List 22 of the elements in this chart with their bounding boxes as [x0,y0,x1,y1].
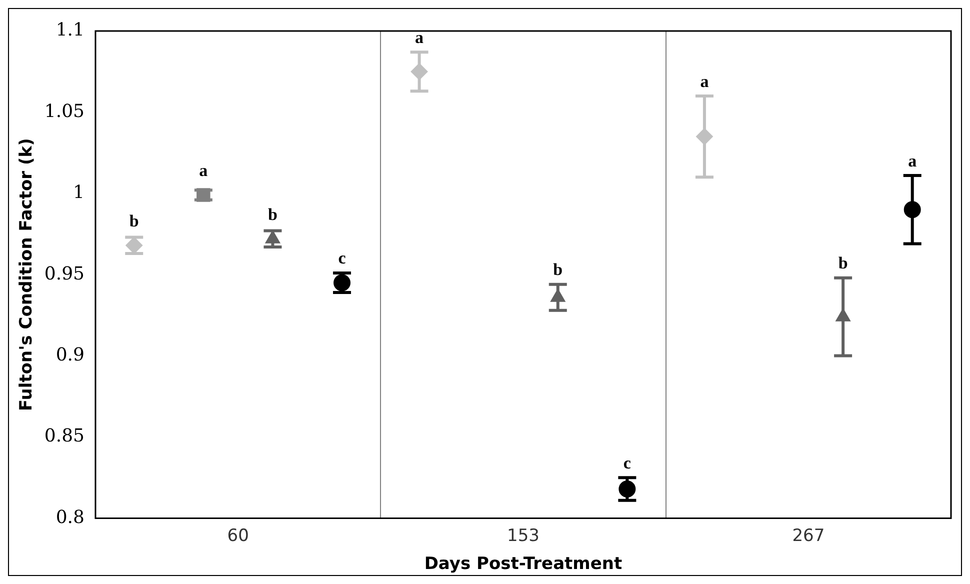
x-tick-label: 267 [792,526,825,546]
y-tick-label: 0.8 [56,506,84,528]
data-label: a [415,28,424,48]
data-label: c [338,248,346,268]
data-label: b [129,211,139,230]
y-tick-label: 1.1 [56,20,84,41]
y-tick-label: 0.95 [44,263,84,284]
y-tick-label: 0.85 [44,426,84,447]
y-axis-title: Fulton's Condition Factor (k) [16,138,37,412]
data-label: c [623,453,632,472]
data-label: b [838,254,848,273]
y-tick-label: 0.9 [56,344,84,366]
data-label: b [553,260,563,280]
data-label: b [268,204,278,224]
y-tick-label: 1 [73,182,84,204]
data-label: a [700,72,710,91]
x-tick-label: 153 [507,526,540,546]
x-axis-title: Days Post-Treatment [424,554,622,574]
data-label: a [908,151,918,170]
y-tick-label: 1.05 [44,100,84,122]
x-tick-label: 60 [227,526,249,546]
data-label: a [199,160,208,180]
